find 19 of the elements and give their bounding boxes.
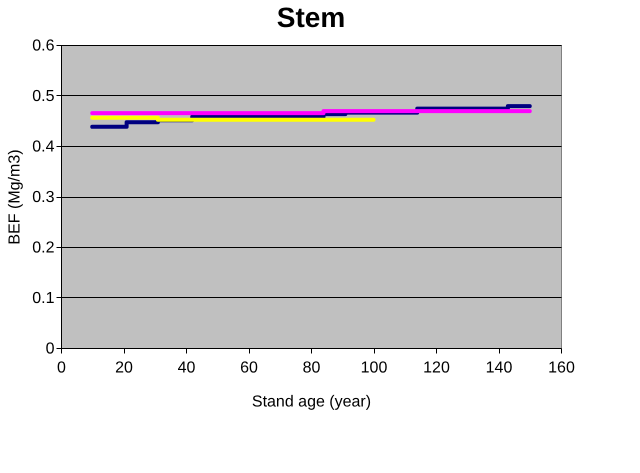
y-tick-label: 0.3 bbox=[32, 189, 55, 206]
x-tick-label: 60 bbox=[240, 360, 258, 376]
x-tick-label: 100 bbox=[360, 360, 388, 376]
y-tick-label: 0.5 bbox=[32, 88, 55, 105]
x-tick-label: 140 bbox=[486, 360, 512, 376]
x-tick-label: 20 bbox=[115, 360, 133, 376]
chart-title: Stem bbox=[276, 2, 346, 33]
x-tick-label: 40 bbox=[178, 360, 196, 376]
y-tick-label: 0.1 bbox=[32, 290, 55, 307]
y-axis-title: BEF (Mg/m3) bbox=[6, 149, 24, 245]
x-axis-title: Stand age (year) bbox=[252, 394, 372, 410]
y-tick-label: 0.6 bbox=[32, 38, 55, 54]
x-tick-label: 120 bbox=[423, 360, 450, 376]
x-tick-label: 0 bbox=[57, 360, 66, 376]
y-tick-label: 0.4 bbox=[32, 138, 55, 156]
x-tick-label: 80 bbox=[302, 360, 320, 376]
y-tick-label: 0 bbox=[46, 340, 55, 358]
y-tick-label: 0.2 bbox=[32, 240, 55, 256]
x-tick-label: 160 bbox=[548, 360, 575, 376]
